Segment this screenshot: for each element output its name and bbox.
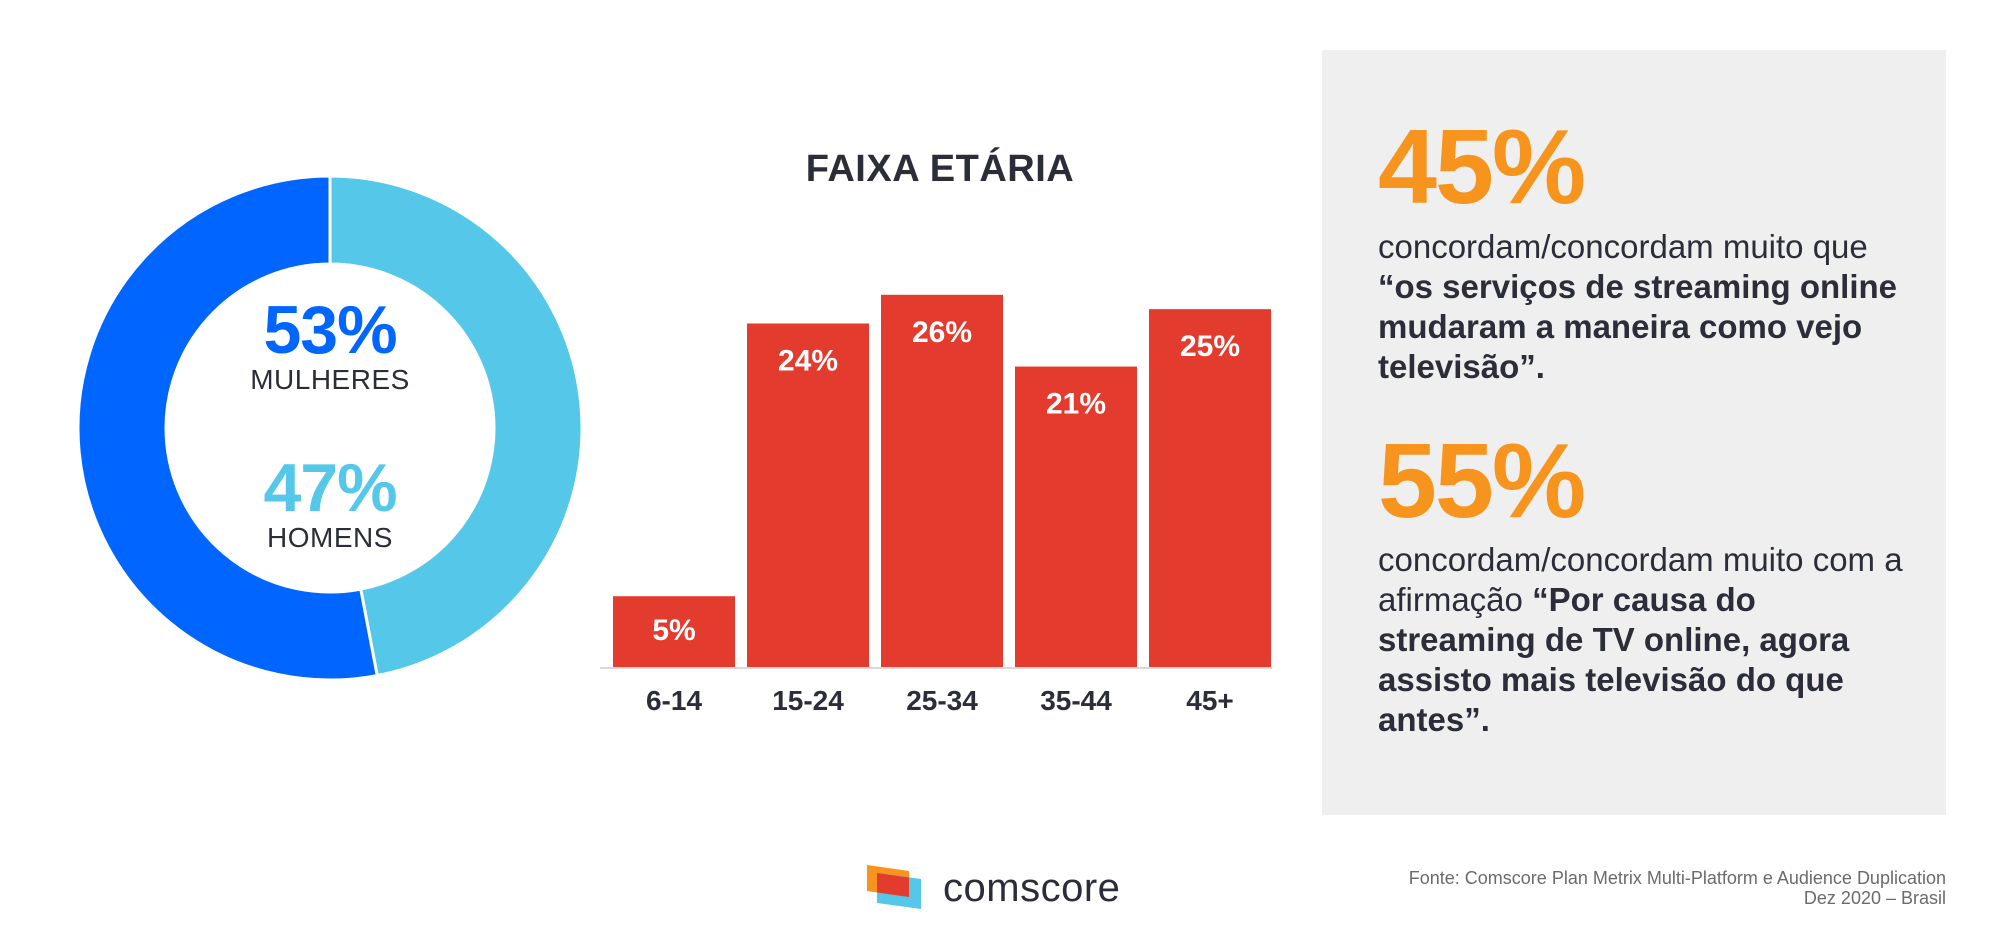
stat-2-value: 55% (1378, 422, 1586, 540)
women-percentage: 53% (263, 292, 397, 368)
stat-2-text: concordam/concordam muito com a afirmaçã… (1378, 540, 1918, 740)
x-tick-label: 15-24 (772, 685, 844, 716)
donut-slice-men (328, 174, 584, 678)
bar-value-label: 5% (652, 614, 695, 647)
x-tick-label: 45+ (1186, 685, 1234, 716)
men-percentage: 47% (263, 450, 397, 526)
donut-slice-women (76, 174, 379, 682)
gender-donut-chart (76, 174, 584, 682)
bar-value-label: 25% (1180, 330, 1240, 363)
bar-25-34 (881, 294, 1003, 668)
women-stat: 53% MULHERES (180, 296, 480, 396)
bar-35-44 (1015, 366, 1137, 668)
source-line-2: Dez 2020 – Brasil (1803, 888, 1946, 908)
women-label: MULHERES (250, 364, 410, 395)
stat-2-text-plain: concordam/concordam muito com a afirmaçã… (1378, 541, 1903, 618)
bar-45+ (1149, 309, 1271, 668)
stat-2-text-bold: “Por causa do streaming de TV online, ag… (1378, 581, 1850, 738)
stat-1-value: 45% (1378, 108, 1586, 226)
bar-value-label: 26% (912, 316, 972, 349)
stat-1-text-bold: “os serviços de streaming online mudaram… (1378, 268, 1898, 385)
age-bar-chart: 5% 24% 26% 21% 25% 6-14 15-24 25-34 35-44 45+ (600, 294, 1272, 716)
stat-1-text: concordam/concordam muito que “os serviç… (1378, 227, 1918, 387)
source-note: Fonte: Comscore Plan Metrix Multi-Platfo… (1246, 868, 1946, 908)
men-stat: 47% HOMENS (180, 454, 480, 554)
info-panel: 45% concordam/concordam muito que “os se… (1322, 50, 1946, 815)
men-label: HOMENS (267, 522, 393, 553)
bar-value-label: 24% (778, 345, 838, 378)
x-tick-label: 25-34 (906, 685, 978, 716)
comscore-logo-icon (867, 865, 921, 909)
source-line-1: Fonte: Comscore Plan Metrix Multi-Platfo… (1408, 868, 1946, 888)
brand-name: comscore (943, 866, 1121, 910)
x-tick-label: 6-14 (646, 685, 702, 716)
age-chart-title: FAIXA ETÁRIA (805, 148, 1075, 190)
stat-1-text-plain: concordam/concordam muito que (1378, 228, 1868, 265)
x-tick-label: 35-44 (1040, 685, 1112, 716)
bar-15-24 (747, 323, 869, 668)
bar-6-14 (613, 596, 735, 668)
bar-value-label: 21% (1046, 388, 1106, 421)
